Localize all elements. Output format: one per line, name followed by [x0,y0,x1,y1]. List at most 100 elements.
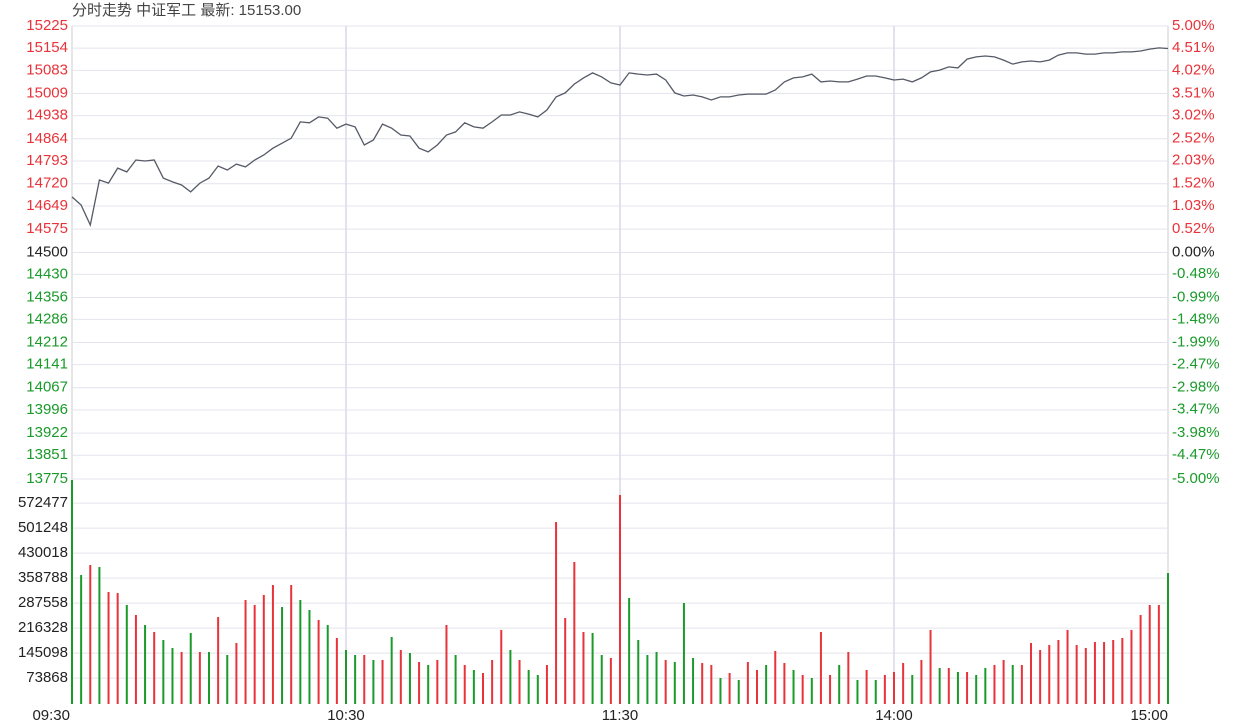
volume-bar [619,495,621,704]
y-tick-label: 14864 [26,130,68,147]
y-tick-label: 14649 [26,197,68,214]
volume-bar [390,637,393,704]
volume-bar [856,680,859,704]
volume-bar [463,665,466,704]
y2-tick-label: 2.52% [1172,129,1215,146]
volume-bar [1103,642,1106,704]
y2-tick-label: 1.52% [1172,175,1215,192]
volume-bar [189,633,192,704]
volume-bar [801,675,804,704]
price-line [71,47,1169,228]
volume-bar [536,675,539,704]
volume-bar [865,670,868,704]
x-tick-label: 15:00 [1130,707,1168,724]
volume-bar [500,630,503,704]
y-tick-label: 14356 [26,288,68,305]
volume-bar [573,562,576,704]
volume-bar [153,632,156,704]
x-tick-label: 09:30 [32,707,70,724]
volume-bar [317,620,320,704]
volume-bar [354,655,357,704]
volume-bar [1048,645,1051,704]
volume-bar [335,638,338,704]
volume-bar [1011,665,1014,704]
y-tick-label: 572477 [18,494,68,511]
volume-bar [545,665,548,704]
volume-bar [125,605,128,704]
volume-bar [582,632,585,704]
volume-bar [783,663,786,704]
y-tick-label: 14720 [26,175,68,192]
y-tick-label: 14938 [26,107,68,124]
volume-bar [1020,665,1023,704]
volume-bar [838,665,841,704]
y2-tick-label: 2.03% [1172,152,1215,169]
chart-title: 分时走势 中证军工 最新: 15153.00 [72,2,301,19]
y2-tick-label: 5.00% [1172,17,1215,34]
volume-bar [655,652,658,704]
volume-bar [637,640,640,704]
volume-bar [116,593,119,704]
y-tick-label: 14575 [26,220,68,237]
y-tick-label: 14500 [26,243,68,260]
volume-bar [591,633,594,704]
y-tick-label: 15154 [26,39,68,56]
volume-bar [372,660,375,704]
x-tick-label: 10:30 [327,707,365,724]
volume-bar [947,668,950,704]
volume-bar [710,665,713,704]
volume-bar [975,675,978,704]
y-tick-label: 14141 [26,356,68,373]
volume-bar [281,607,284,704]
volume-bar [911,675,914,704]
volume-bar [810,678,813,704]
volume-bar [993,665,996,704]
volume-bar [98,567,101,704]
volume-bar [1075,645,1078,704]
volume-bar [1093,642,1096,704]
volume-bar [454,655,457,704]
y-tick-label: 13775 [26,470,68,487]
volume-bar [1112,640,1115,704]
y-tick-label: 14067 [26,379,68,396]
y-tick-label: 13996 [26,401,68,418]
volume-bar [765,665,768,704]
y2-tick-label: 0.00% [1172,243,1215,260]
volume-bar [1057,640,1060,704]
volume-bar [482,673,484,704]
volume-bar [692,658,695,704]
y2-tick-label: -0.48% [1172,265,1220,282]
volume-bar [162,640,165,704]
volume-bar [408,653,411,704]
volume-bar [701,663,704,704]
volume-bar [1157,605,1160,704]
volume-bar [1066,630,1069,704]
volume-bar [883,675,886,704]
y2-tick-label: -4.47% [1172,446,1220,463]
x-tick-label: 14:00 [875,707,913,724]
volume-bar [134,615,137,704]
y-tick-label: 15225 [26,17,68,34]
y-tick-label: 358788 [18,569,68,586]
volume-bar [929,630,932,704]
volume-bar [527,670,530,704]
volume-bar [920,660,923,704]
volume-bar [171,648,174,704]
volume-bar [445,625,448,704]
volume-bar [226,655,229,704]
volume-bar [107,592,110,704]
volume-bar [1002,660,1005,704]
volume-bar [180,652,183,704]
volume-bar [774,651,777,704]
y-tick-label: 430018 [18,544,68,561]
y2-tick-label: 3.02% [1172,107,1215,124]
volume-bar [874,680,877,704]
volume-bar [1121,638,1124,704]
volume-bar [719,678,722,704]
volume-bar [253,605,256,704]
y2-tick-label: -5.00% [1172,470,1220,487]
y-tick-label: 14286 [26,310,68,327]
volume-bar [235,643,238,704]
volume-bar [1084,648,1087,704]
